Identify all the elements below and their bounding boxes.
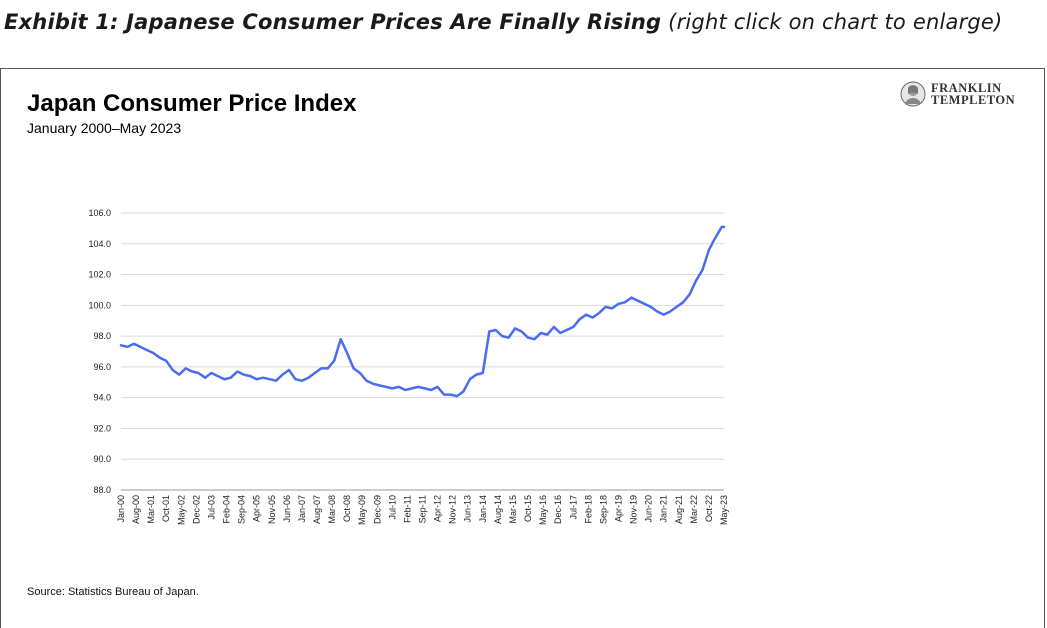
x-tick-label: May-09 <box>357 495 367 525</box>
chart-frame[interactable] <box>0 68 1045 628</box>
x-tick-label: Dec-02 <box>191 495 201 524</box>
y-tick-label: 100.0 <box>88 300 111 310</box>
x-tick-label: Feb-04 <box>222 495 232 524</box>
cpi-series-line <box>119 225 726 398</box>
exhibit-note: (right click on chart to enlarge) <box>668 10 1003 34</box>
x-tick-label: Jan-07 <box>297 495 307 523</box>
x-tick-label: Oct-15 <box>523 495 533 522</box>
y-tick-label: 96.0 <box>93 362 111 372</box>
y-tick-label: 106.0 <box>88 208 111 218</box>
x-tick-label: Sep-18 <box>598 495 608 524</box>
x-tick-label: Dec-09 <box>372 495 382 524</box>
y-tick-label: 98.0 <box>93 331 111 341</box>
logo-line-2: TEMPLETON <box>931 93 1016 107</box>
gridlines <box>121 212 724 491</box>
x-tick-label: Nov-05 <box>267 495 277 524</box>
franklin-portrait-icon <box>900 81 926 107</box>
y-tick-label: 94.0 <box>93 393 111 403</box>
x-tick-label: Nov-19 <box>629 495 639 524</box>
x-tick-label: Apr-12 <box>433 495 443 522</box>
y-tick-label: 88.0 <box>93 485 111 495</box>
x-tick-label: Mar-15 <box>508 495 518 524</box>
x-tick-label: Apr-05 <box>252 495 262 522</box>
x-tick-label: May-02 <box>176 495 186 525</box>
y-axis-ticks: 88.0 90.0 92.0 94.0 96.0 98.0 100.0 102.0 104.0 1… <box>88 208 111 495</box>
x-tick-label: Feb-11 <box>402 495 412 523</box>
x-tick-label: Mar-01 <box>146 495 156 524</box>
logo-line-1: FRANKLIN <box>931 81 1002 95</box>
x-tick-label: Oct-22 <box>704 495 714 522</box>
y-tick-label: 90.0 <box>93 454 111 464</box>
exhibit-caption: Exhibit 1: Japanese Consumer Prices Are … <box>4 10 1002 34</box>
x-tick-label: Dec-16 <box>553 495 563 524</box>
x-tick-label: Aug-00 <box>131 495 141 524</box>
x-tick-label: Jul-03 <box>206 495 216 520</box>
x-tick-label: Jan-14 <box>478 495 488 523</box>
x-tick-label: Aug-14 <box>493 495 503 524</box>
x-tick-label: Nov-12 <box>448 495 458 524</box>
x-tick-label: Jan-00 <box>116 495 126 523</box>
y-tick-label: 92.0 <box>93 423 111 433</box>
x-tick-label: Jul-10 <box>387 495 397 520</box>
y-tick-label: 102.0 <box>88 270 111 280</box>
x-tick-label: Jun-13 <box>463 495 473 523</box>
x-tick-label: Jun-06 <box>282 495 292 523</box>
x-tick-label: Oct-01 <box>161 495 171 522</box>
x-tick-label: Oct-08 <box>342 495 352 522</box>
exhibit-label: Exhibit 1: Japanese Consumer Prices Are … <box>4 10 662 34</box>
x-tick-label: Aug-21 <box>674 495 684 524</box>
x-tick-label: Apr-19 <box>613 495 623 522</box>
chart-subtitle: January 2000–May 2023 <box>27 120 182 136</box>
x-tick-label: Feb-18 <box>583 495 593 524</box>
x-tick-label: May-16 <box>538 495 548 525</box>
franklin-templeton-logo: FRANKLIN TEMPLETON <box>899 80 1015 108</box>
x-tick-label: Aug-07 <box>312 495 322 524</box>
x-tick-label: Sep-11 <box>418 495 428 523</box>
source-note: Source: Statistics Bureau of Japan. <box>27 586 199 598</box>
x-tick-label: May-23 <box>719 495 729 525</box>
x-tick-label: Sep-04 <box>237 495 247 524</box>
x-tick-label: Jan-21 <box>659 495 669 523</box>
x-axis-ticks: Jan-00 Aug-00 Mar-01 Oct-01 May-02 Dec-02 Jul-… <box>116 495 729 525</box>
y-tick-label: 104.0 <box>88 239 111 249</box>
logo-text: FRANKLIN TEMPLETON <box>931 81 1016 107</box>
chart-title: Japan Consumer Price Index <box>27 90 357 117</box>
series-layer <box>119 225 726 398</box>
x-tick-label: Jun-20 <box>644 495 654 523</box>
x-tick-label: Mar-08 <box>327 495 337 524</box>
x-tick-label: Mar-22 <box>689 495 699 524</box>
x-tick-label: Jul-17 <box>568 495 578 520</box>
